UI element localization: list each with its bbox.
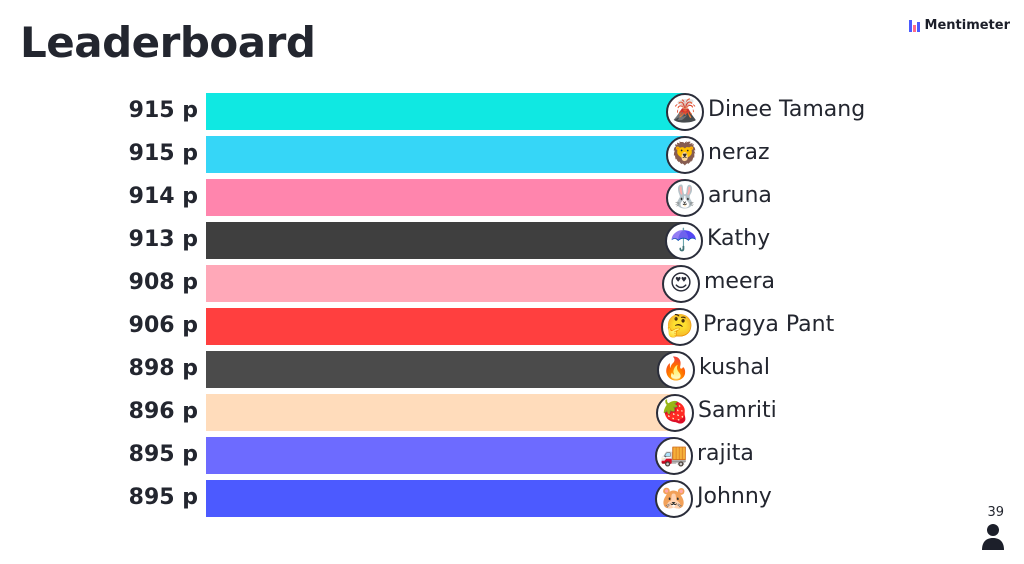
leaderboard-row: 906 p 🤔 Pragya Pant xyxy=(0,307,1024,346)
leaderboard-row: 914 p 🐰 aruna xyxy=(0,178,1024,217)
score-bar xyxy=(206,437,673,474)
participant-name: Johnny xyxy=(697,484,772,509)
volcano-icon: 🌋 xyxy=(666,93,704,131)
page-title: Leaderboard xyxy=(20,18,316,67)
participant-count: 39 xyxy=(987,505,1004,520)
leaderboard-row: 915 p 🌋 Dinee Tamang xyxy=(0,92,1024,131)
umbrella-icon: ☂️ xyxy=(665,222,703,260)
strawberry-icon: 🍓 xyxy=(656,394,694,432)
score-bar xyxy=(206,480,673,517)
score-bar xyxy=(206,308,679,345)
person-icon xyxy=(982,524,1004,550)
score-label: 913 p xyxy=(128,227,198,252)
participant-name: meera xyxy=(704,269,776,294)
participant-name: aruna xyxy=(708,183,772,208)
score-label: 906 p xyxy=(128,313,198,338)
hamster-icon: 🐹 xyxy=(655,480,693,518)
lion-icon: 🦁 xyxy=(666,136,704,174)
score-bar xyxy=(206,265,680,302)
truck-icon: 🚚 xyxy=(655,437,693,475)
thinking-face-icon: 🤔 xyxy=(661,308,699,346)
score-label: 895 p xyxy=(128,485,198,510)
fire-icon: 🔥 xyxy=(657,351,695,389)
score-label: 898 p xyxy=(128,356,198,381)
score-label: 915 p xyxy=(128,98,198,123)
score-bar xyxy=(206,351,675,388)
mentimeter-logo: Mentimeter xyxy=(908,18,1010,33)
participant-name: Pragya Pant xyxy=(703,312,835,337)
participant-name: kushal xyxy=(699,355,771,380)
participant-name: Samriti xyxy=(698,398,777,423)
score-bar xyxy=(206,136,684,173)
leaderboard-row: 895 p 🚚 rajita xyxy=(0,436,1024,475)
leaderboard-row: 913 p ☂️ Kathy xyxy=(0,221,1024,260)
score-bar xyxy=(206,394,674,431)
participant-name: Kathy xyxy=(707,226,771,251)
participant-name: neraz xyxy=(708,140,770,165)
score-bar xyxy=(206,222,683,259)
participant-name: Dinee Tamang xyxy=(708,97,866,122)
leaderboard-row: 908 p 😍 meera xyxy=(0,264,1024,303)
score-label: 908 p xyxy=(128,270,198,295)
leaderboard-row: 895 p 🐹 Johnny xyxy=(0,479,1024,518)
score-bar xyxy=(206,179,684,216)
leaderboard-row: 898 p 🔥 kushal xyxy=(0,350,1024,389)
score-bar xyxy=(206,93,684,130)
leaderboard-row: 915 p 🦁 neraz xyxy=(0,135,1024,174)
mentimeter-bars-icon xyxy=(908,19,920,32)
score-label: 914 p xyxy=(128,184,198,209)
score-label: 896 p xyxy=(128,399,198,424)
participant-name: rajita xyxy=(697,441,754,466)
score-label: 895 p xyxy=(128,442,198,467)
brand-name: Mentimeter xyxy=(924,18,1010,33)
heart-eyes-icon: 😍 xyxy=(662,265,700,303)
leaderboard-row: 896 p 🍓 Samriti xyxy=(0,393,1024,432)
score-label: 915 p xyxy=(128,141,198,166)
rabbit-icon: 🐰 xyxy=(666,179,704,217)
